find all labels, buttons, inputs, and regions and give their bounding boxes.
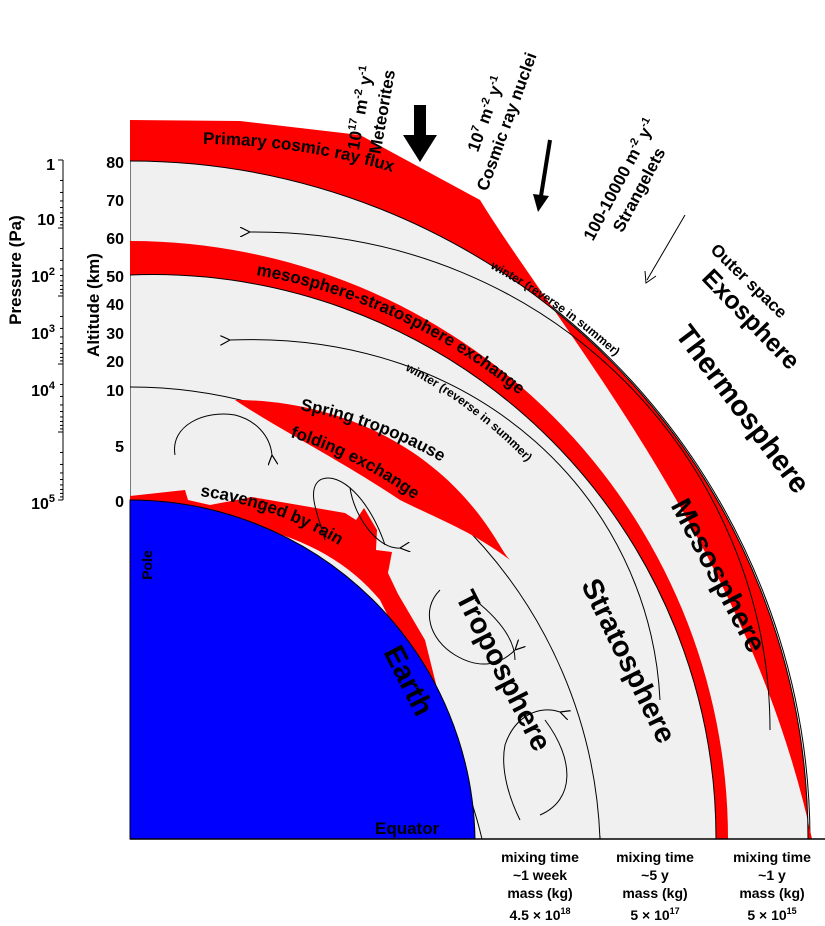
strangelet-arrow <box>644 214 686 284</box>
mass-label: mass (kg) <box>739 885 804 901</box>
mass-value: 5 × 1015 <box>747 906 796 923</box>
mixing-value: ~5 y <box>641 867 669 883</box>
altitude-tick: 10 <box>106 383 124 400</box>
altitude-tick: 20 <box>106 354 124 371</box>
pressure-axis-label: Pressure (Pa) <box>6 215 25 325</box>
circulation-arrows <box>174 232 771 821</box>
mixing-label: mixing time <box>733 849 811 865</box>
mass-value: 5 × 1017 <box>630 906 679 923</box>
pressure-tick-1000: 103 <box>31 323 55 343</box>
pressure-tick-1: 1 <box>46 157 55 174</box>
pressure-axis <box>58 159 64 501</box>
pressure-tick-100000: 105 <box>31 493 55 513</box>
meteorites-rate: 1017 m-2 y-1 <box>343 64 377 151</box>
pole-label: Pole <box>139 550 155 580</box>
mixing-label: mixing time <box>616 849 694 865</box>
altitude-tick: 50 <box>106 269 124 286</box>
tropopause-band <box>235 400 510 560</box>
tropo-cell-6 <box>539 719 568 816</box>
boundary-50km <box>130 274 717 839</box>
pressure-tick-100: 102 <box>31 266 55 286</box>
strangelets-label: 100-10000 m-2 y-1 Strangelets <box>580 115 670 244</box>
winter-arrow-lower <box>230 340 661 701</box>
mass-value: 4.5 × 1018 <box>509 906 570 923</box>
cosmic-ray-label: 107 m-2 y-1 Cosmic ray nuclei <box>464 50 541 193</box>
altitude-tick: 60 <box>106 231 124 248</box>
equator-label: Equator <box>375 819 440 838</box>
mixing-label: mixing time <box>501 849 579 865</box>
pressure-tick-10: 10 <box>37 212 55 229</box>
earth <box>129 499 476 840</box>
mass-label: mass (kg) <box>622 885 687 901</box>
cosmic-ray-arrow <box>533 139 552 212</box>
altitude-tick: 70 <box>106 193 124 210</box>
tropo-cell-1 <box>174 413 272 455</box>
altitude-tick-labels: 80 70 60 50 40 30 20 10 5 0 <box>106 155 124 511</box>
altitude-tick: 40 <box>106 297 124 314</box>
scavenged-band <box>130 490 440 700</box>
stats-column-2: mixing time ~5 y mass (kg) 5 × 1017 <box>616 849 694 923</box>
altitude-tick: 0 <box>115 494 124 511</box>
meteorites-label: 1017 m-2 y-1 Meteorites <box>343 64 399 155</box>
boundary-80km <box>130 160 809 839</box>
mass-label: mass (kg) <box>507 885 572 901</box>
tropo-cell-2 <box>313 477 400 548</box>
winter-arrow-upper <box>250 232 771 731</box>
pressure-tick-10000: 104 <box>31 380 56 400</box>
mixing-value: ~1 y <box>758 867 786 883</box>
pressure-tick-labels: 1 10 102 103 104 105 <box>31 157 56 513</box>
stats-column-3: mixing time ~1 y mass (kg) 5 × 1015 <box>733 849 811 923</box>
tropo-cell-3 <box>428 589 515 665</box>
altitude-axis-label: Altitude (km) <box>84 253 103 357</box>
altitude-tick: 5 <box>115 439 124 456</box>
primary-flux-band <box>130 120 812 839</box>
tropo-cell-4 <box>474 599 516 661</box>
stats-column-1: mixing time ~1 week mass (kg) 4.5 × 1018 <box>501 849 579 923</box>
altitude-tick: 80 <box>106 155 124 172</box>
meteorites-arrow <box>403 105 437 162</box>
mixing-value: ~1 week <box>513 867 567 883</box>
altitude-tick: 30 <box>106 326 124 343</box>
tropo-cell-5 <box>503 709 560 821</box>
